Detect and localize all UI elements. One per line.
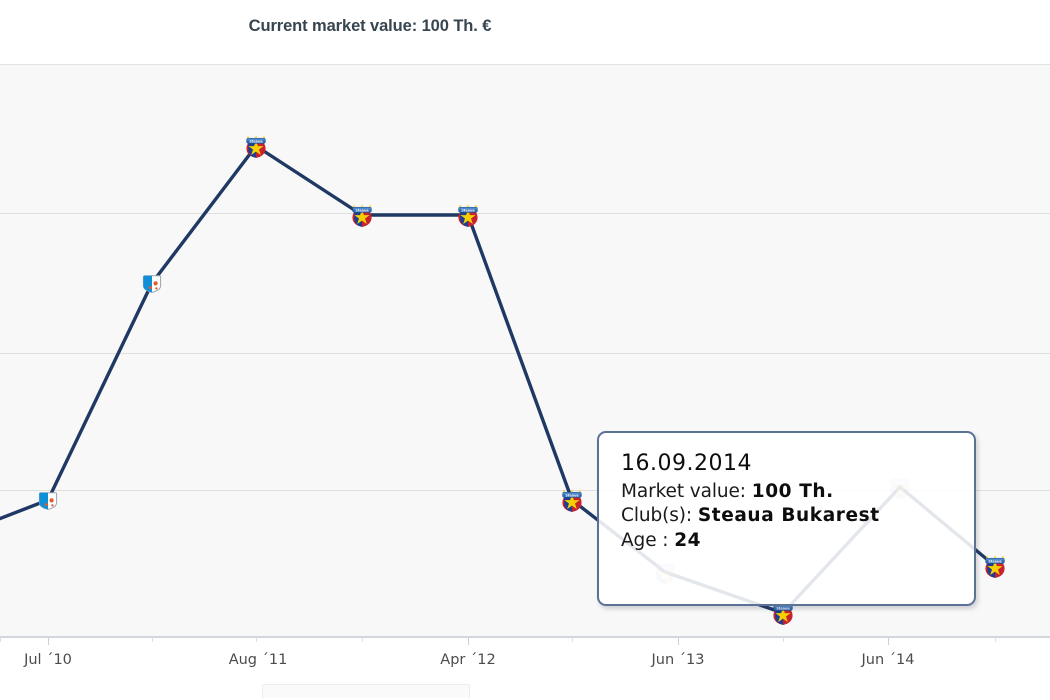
tooltip-clubs-value: Steaua Bukarest xyxy=(697,505,880,527)
x-axis-tick xyxy=(572,637,573,642)
club-badge-icon xyxy=(38,492,58,510)
tooltip-market-value-row: Market value: 100 Th. xyxy=(621,480,974,504)
data-point-marker[interactable]: Steaua xyxy=(347,200,377,230)
data-point-tooltip: 16.09.2014 Market value: 100 Th. Club(s)… xyxy=(597,431,976,606)
x-axis-tick xyxy=(152,637,153,642)
steaua-bukarest-badge-icon: Steaua xyxy=(246,135,266,158)
gridline xyxy=(0,64,1050,65)
tooltip-age-label: Age : xyxy=(621,529,669,551)
data-point-marker[interactable]: Steaua xyxy=(453,200,483,230)
x-axis-tick xyxy=(468,637,469,645)
svg-text:Steaua: Steaua xyxy=(249,140,263,144)
data-point-marker[interactable]: Steaua xyxy=(557,485,587,515)
club-badge-icon xyxy=(142,275,162,293)
svg-text:Steaua: Steaua xyxy=(355,209,369,213)
tooltip-clubs-label: Club(s): xyxy=(621,505,693,527)
x-axis-line xyxy=(0,636,1050,638)
x-axis-tick xyxy=(678,637,679,645)
x-axis-label: Jun ´14 xyxy=(861,652,915,668)
tooltip-age-value: 24 xyxy=(674,529,702,551)
gridline xyxy=(0,213,1050,214)
x-axis-tick xyxy=(0,637,1,642)
x-axis-tick xyxy=(256,637,257,642)
tooltip-market-value: 100 Th. xyxy=(751,480,834,502)
x-axis-tick xyxy=(888,637,889,645)
data-point-marker[interactable]: Steaua xyxy=(241,131,271,161)
x-axis-label: Apr ´12 xyxy=(440,652,496,668)
steaua-bukarest-badge-icon: Steaua xyxy=(985,555,1005,578)
x-axis-label: Jun ´13 xyxy=(651,652,705,668)
steaua-bukarest-badge-icon: Steaua xyxy=(458,204,478,227)
tooltip-clubs-row: Club(s): Steaua Bukarest xyxy=(621,504,974,528)
svg-text:Steaua: Steaua xyxy=(988,560,1002,564)
data-point-marker[interactable] xyxy=(137,268,167,298)
x-axis: Jul ´10 Aug ´11 Apr ´12 Jun ´13 Jun ´14 xyxy=(0,637,1050,700)
data-point-marker[interactable]: Steaua xyxy=(768,598,798,628)
svg-text:Steaua: Steaua xyxy=(776,607,790,611)
tooltip-date: 16.09.2014 xyxy=(621,451,752,476)
cropped-bottom-element xyxy=(262,684,470,698)
svg-text:Steaua: Steaua xyxy=(565,494,579,498)
svg-text:Steaua: Steaua xyxy=(461,209,475,213)
steaua-bukarest-badge-icon: Steaua xyxy=(562,489,582,512)
x-axis-tick xyxy=(48,637,49,645)
tooltip-age-row: Age : 24 xyxy=(621,529,974,553)
x-axis-tick xyxy=(995,637,996,642)
tooltip-market-value-label: Market value: xyxy=(621,480,746,502)
steaua-bukarest-badge-icon: Steaua xyxy=(352,204,372,227)
page-title: Current market value: 100 Th. € xyxy=(248,17,492,35)
gridline xyxy=(0,353,1050,354)
x-axis-label: Aug ´11 xyxy=(228,652,288,668)
data-point-marker[interactable] xyxy=(33,485,63,515)
x-axis-tick xyxy=(783,637,784,642)
x-axis-label: Jul ´10 xyxy=(24,652,72,668)
x-axis-tick xyxy=(362,637,363,642)
gridline xyxy=(0,490,1050,491)
data-point-marker[interactable]: Steaua xyxy=(980,551,1010,581)
steaua-bukarest-badge-icon: Steaua xyxy=(773,602,793,625)
